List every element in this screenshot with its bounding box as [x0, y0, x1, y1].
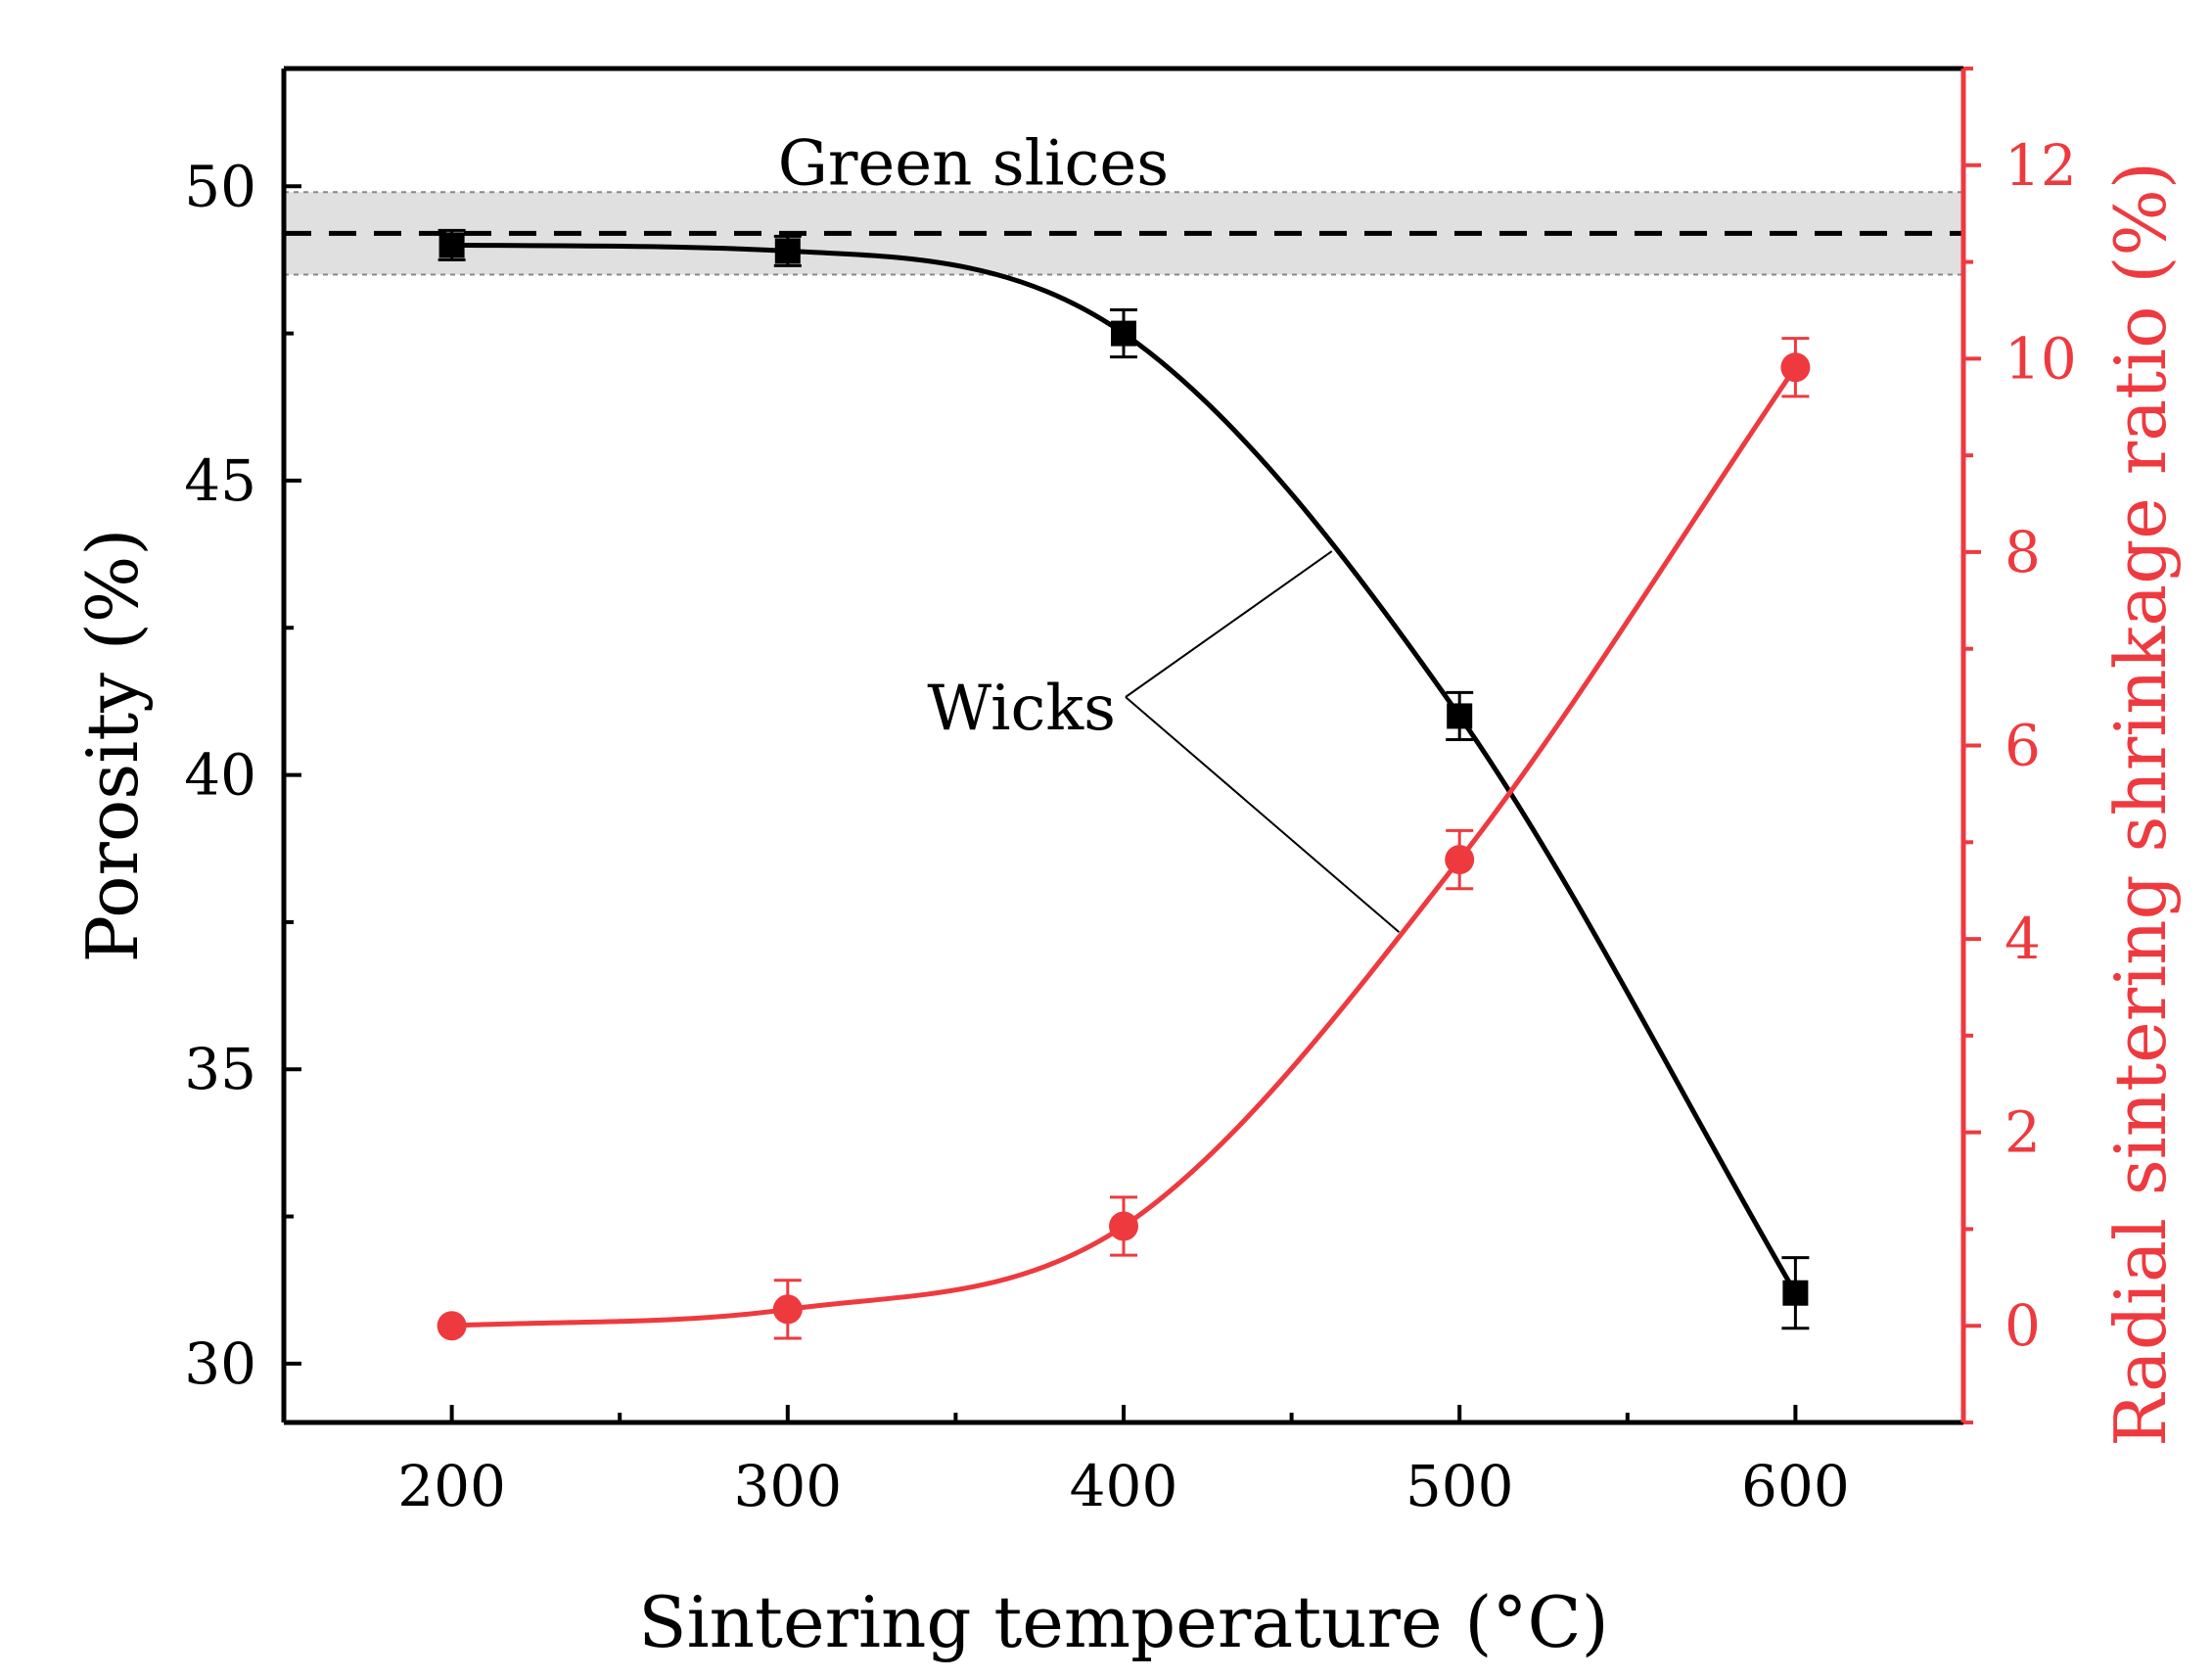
y-tick-label-45: 45 — [184, 447, 256, 514]
y2-tick-label-0: 0 — [2005, 1292, 2041, 1359]
y-tick-label-35: 35 — [184, 1036, 256, 1102]
y-tick-label-30: 30 — [184, 1330, 256, 1397]
shrinkage-point-300 — [772, 1294, 803, 1325]
green-slices-label: Green slices — [778, 127, 1169, 200]
y2-tick-label-6: 6 — [2005, 713, 2041, 779]
green-slices-band — [284, 191, 1963, 276]
y-tick-label-50: 50 — [184, 153, 256, 219]
wicks-label: Wicks — [927, 673, 1116, 745]
x-tick-label-400: 400 — [1070, 1453, 1178, 1519]
y2-tick-label-10: 10 — [2005, 325, 2077, 392]
y2-tick-label-12: 12 — [2005, 132, 2077, 199]
y-axis-title: Porosity (%) — [71, 529, 154, 963]
curves — [451, 242, 1798, 1328]
x-tick-label-200: 200 — [397, 1453, 506, 1519]
y2-tick-label-2: 2 — [2005, 1099, 2041, 1166]
y2-tick-label-8: 8 — [2005, 519, 2041, 585]
porosity-curve — [451, 242, 1798, 1294]
shrinkage-curve — [451, 365, 1798, 1328]
wicks-leader-line-porosity — [1125, 550, 1333, 698]
porosity-point-300 — [774, 238, 801, 264]
y2-axis-title: Radial sintering shrinkage ratio (%) — [2099, 162, 2182, 1447]
porosity-point-400 — [1111, 320, 1136, 347]
x-tick-label-500: 500 — [1406, 1453, 1514, 1519]
shrinkage-point-200 — [437, 1311, 467, 1341]
shrinkage-point-600 — [1780, 352, 1811, 383]
shrinkage-point-500 — [1445, 845, 1475, 875]
wicks-leader-line-shrinkage — [1125, 696, 1401, 933]
x-axis-title: Sintering temperature (°C) — [638, 1581, 1608, 1663]
porosity-point-500 — [1447, 703, 1473, 729]
y-tick-label-40: 40 — [184, 742, 256, 809]
shrinkage-point-400 — [1109, 1211, 1138, 1241]
porosity-point-200 — [438, 232, 465, 258]
wicks-annotation: Wicks — [927, 550, 1401, 933]
x-tick-label-300: 300 — [733, 1453, 842, 1519]
y2-tick-label-4: 4 — [2005, 906, 2041, 972]
markers — [437, 228, 1811, 1341]
porosity-point-600 — [1782, 1280, 1809, 1306]
x-tick-label-600: 600 — [1741, 1453, 1850, 1519]
